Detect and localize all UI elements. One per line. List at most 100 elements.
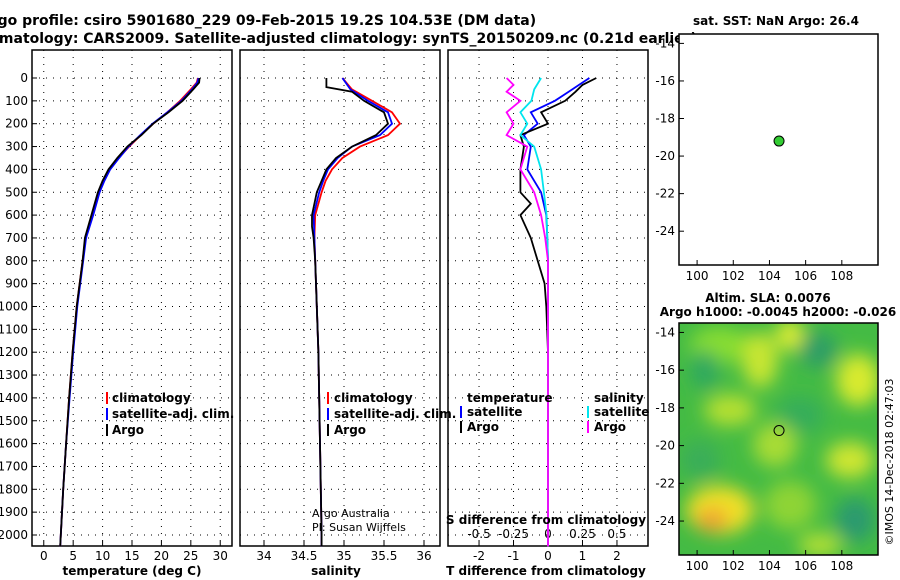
x-tick-label: 104 bbox=[758, 559, 781, 573]
y-tick-label: 1900 bbox=[0, 505, 28, 519]
legend-label-t-argo: Argo bbox=[467, 420, 499, 434]
sla-map-title-2: Argo h1000: -0.0045 h2000: -0.026 bbox=[660, 305, 896, 319]
y-tick-label: -24 bbox=[655, 224, 675, 238]
series-line-argo bbox=[59, 77, 201, 547]
title-line-1: Argo profile: csiro 5901680_229 09-Feb-2… bbox=[0, 13, 536, 29]
sla-map-panel: Altim. SLA: 0.0076 Argo h1000: -0.0045 h… bbox=[655, 291, 896, 573]
differences-panel: -2 -1 0 1 2-0.5 -0.25 0 0.25 0.5 T difference fr… bbox=[446, 49, 649, 578]
x-tick-label: 2 bbox=[613, 549, 621, 563]
y-tick-label: -14 bbox=[655, 36, 675, 50]
x-tick-label: 0 bbox=[40, 549, 48, 563]
sst-map-title: sat. SST: NaN Argo: 26.4 bbox=[693, 14, 859, 28]
legend-label-argo: Argo bbox=[112, 423, 144, 437]
legend-label-climatology: climatology bbox=[334, 391, 413, 405]
legend-label-climatology: climatology bbox=[112, 391, 191, 405]
y-tick-label: 500 bbox=[5, 185, 28, 199]
x-tick-label: 0 bbox=[544, 549, 552, 563]
x-tick-label: -1 bbox=[508, 549, 520, 563]
x-tick-label: 5 bbox=[69, 549, 77, 563]
x-tick-label: 106 bbox=[794, 559, 817, 573]
x-tick-label: 34.5 bbox=[291, 549, 318, 563]
y-tick-label: 600 bbox=[5, 208, 28, 222]
legend-title-temperature: temperature bbox=[467, 391, 552, 405]
salinity-note-1: Argo Australia bbox=[312, 507, 390, 520]
y-tick-label: -24 bbox=[655, 514, 675, 528]
y-tick-label: -16 bbox=[655, 74, 675, 88]
y-tick-label: 0 bbox=[20, 71, 28, 85]
x-tick-label: 100 bbox=[686, 559, 709, 573]
y-tick-label: 2000 bbox=[0, 528, 28, 542]
salinity-frame bbox=[239, 49, 441, 547]
y-tick-label: 1000 bbox=[0, 300, 28, 314]
legend-label-s-argo: Argo bbox=[594, 420, 626, 434]
temperature-frame bbox=[31, 49, 233, 547]
series-line-satellite-adj--clim- bbox=[312, 77, 394, 547]
y-tick-label: -20 bbox=[655, 149, 675, 163]
x-tick-label: 106 bbox=[794, 269, 817, 283]
x2-tick-label: -0.25 bbox=[498, 527, 529, 541]
y-tick-label: 200 bbox=[5, 117, 28, 131]
y-tick-label: -18 bbox=[655, 112, 675, 126]
x-tick-label: 10 bbox=[95, 549, 110, 563]
sla-heatmap bbox=[679, 323, 878, 555]
y-tick-label: -18 bbox=[655, 401, 675, 415]
series-line-satellite-adj--clim- bbox=[59, 77, 200, 547]
x-tick-label: -2 bbox=[473, 549, 485, 563]
y-tick-label: 400 bbox=[5, 162, 28, 176]
legend-label-argo: Argo bbox=[334, 423, 366, 437]
legend-label-satellite: satellite-adj. clim. bbox=[112, 407, 234, 421]
differences-xlabel: T difference from climatology bbox=[446, 564, 646, 578]
sst-map-panel: sat. SST: NaN Argo: 26.4 100 102 104 106 108… bbox=[655, 14, 879, 283]
y-tick-label: 1400 bbox=[0, 391, 28, 405]
y-tick-label: 1100 bbox=[0, 322, 28, 336]
salinity-panel: 34 34.5 35 35.5 36 salinity climatology sate… bbox=[239, 49, 456, 578]
sla-map-frame bbox=[678, 322, 879, 556]
argo-location-marker bbox=[773, 425, 785, 437]
x2-tick-label: 0.5 bbox=[607, 527, 626, 541]
y-tick-label: 1700 bbox=[0, 459, 28, 473]
y-tick-label: 1300 bbox=[0, 368, 28, 382]
x-tick-label: 25 bbox=[183, 549, 198, 563]
x-tick-label: 100 bbox=[686, 269, 709, 283]
legend-label-s-satellite: satellite bbox=[594, 405, 649, 419]
x-tick-label: 102 bbox=[722, 559, 745, 573]
salinity-xlabel: salinity bbox=[311, 564, 361, 578]
x-tick-label: 102 bbox=[722, 269, 745, 283]
temperature-legend: climatology satellite-adj. clim. Argo bbox=[106, 391, 234, 437]
temperature-panel: 0100200300400500600700800900100011001200… bbox=[0, 49, 234, 578]
salinity-note-2: PI: Susan Wijffels bbox=[312, 521, 406, 534]
y-tick-label: 1600 bbox=[0, 437, 28, 451]
sst-map-frame bbox=[678, 33, 879, 266]
temperature-xlabel: temperature (deg C) bbox=[63, 564, 202, 578]
y-tick-label: 1800 bbox=[0, 482, 28, 496]
y-tick-label: -22 bbox=[655, 187, 675, 201]
title-line-2: Climatology: CARS2009. Satellite-adjuste… bbox=[0, 31, 697, 47]
x-tick-label: 35 bbox=[336, 549, 351, 563]
legend-title-salinity: salinity bbox=[594, 391, 644, 405]
y-tick-label: 700 bbox=[5, 231, 28, 245]
x-tick-label: 20 bbox=[154, 549, 169, 563]
series-line-climatology bbox=[59, 77, 199, 547]
x-tick-label: 36 bbox=[416, 549, 431, 563]
x2-tick-label: 0.25 bbox=[569, 527, 596, 541]
series-line-s-argo bbox=[505, 77, 549, 547]
legend-label-satellite: satellite-adj. clim. bbox=[334, 407, 456, 421]
x-tick-label: 104 bbox=[758, 269, 781, 283]
series-line-argo bbox=[311, 78, 390, 547]
x-tick-label: 30 bbox=[213, 549, 228, 563]
x-tick-label: 1 bbox=[579, 549, 587, 563]
y-tick-label: 900 bbox=[5, 277, 28, 291]
series-line-climatology bbox=[313, 77, 402, 547]
x-tick-label: 15 bbox=[124, 549, 139, 563]
y-tick-label: -16 bbox=[655, 363, 675, 377]
series-line-t-argo bbox=[519, 77, 597, 547]
x-tick-label: 34 bbox=[256, 549, 271, 563]
series-line-t-satellite bbox=[522, 77, 590, 547]
y-tick-label: -22 bbox=[655, 476, 675, 490]
y-tick-label: 300 bbox=[5, 140, 28, 154]
differences-xlabel-salinity: S difference from climatology bbox=[446, 513, 646, 527]
y-tick-label: 1500 bbox=[0, 414, 28, 428]
y-tick-label: 100 bbox=[5, 94, 28, 108]
x-tick-label: 108 bbox=[830, 269, 853, 283]
